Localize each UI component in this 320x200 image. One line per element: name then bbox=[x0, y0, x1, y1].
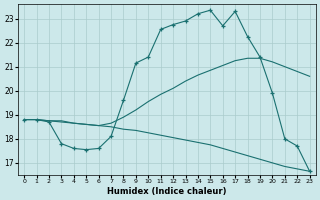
X-axis label: Humidex (Indice chaleur): Humidex (Indice chaleur) bbox=[107, 187, 227, 196]
